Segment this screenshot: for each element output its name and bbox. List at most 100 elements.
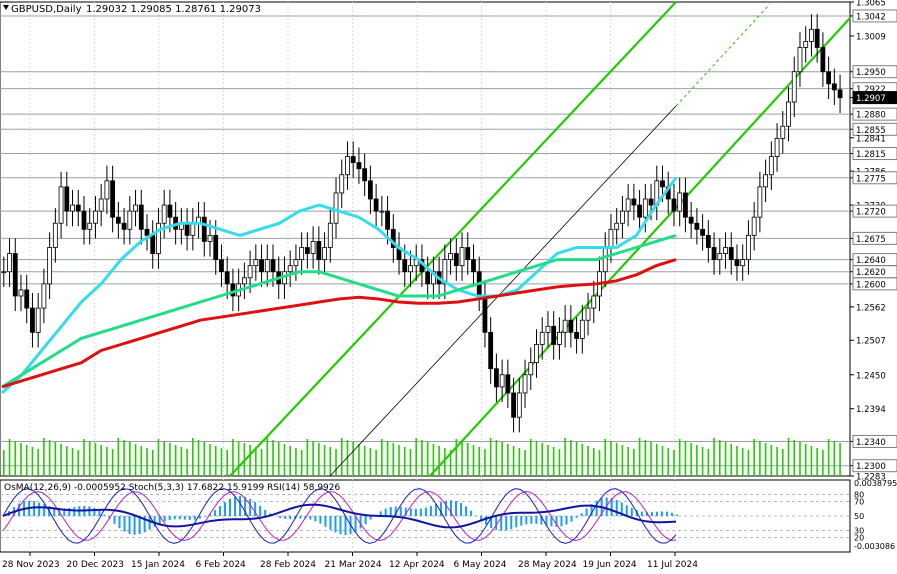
- candle-body: [386, 211, 390, 229]
- osma-bar: [289, 516, 291, 519]
- volume-bar: [140, 446, 142, 476]
- candle-body: [775, 138, 779, 156]
- osma-bar: [530, 516, 532, 524]
- volume-bar: [181, 447, 183, 476]
- x-tick-label: 21 Mar 2024: [325, 560, 382, 570]
- volume-bar: [610, 441, 612, 476]
- volume-bar: [839, 443, 841, 476]
- osma-bar: [324, 516, 326, 527]
- volume-bar: [427, 442, 429, 476]
- candle-body: [294, 260, 298, 266]
- volume-bar: [221, 448, 223, 476]
- osma-bar: [284, 516, 286, 519]
- osma-bar: [445, 501, 447, 516]
- candle-body: [672, 199, 676, 211]
- volume-bar: [364, 446, 366, 476]
- osma-bar: [390, 507, 392, 516]
- candle-body: [88, 223, 92, 229]
- candle-body: [260, 260, 264, 272]
- volume-bar: [748, 450, 750, 476]
- osma-bar: [586, 508, 588, 516]
- y-tick-label: 1.2841: [856, 134, 886, 144]
- y-tick-label: 1.3042: [856, 12, 886, 22]
- osma-bar: [299, 516, 301, 519]
- candle-body: [82, 211, 86, 229]
- candle-body: [586, 308, 590, 320]
- osma-bar: [329, 516, 331, 530]
- osma-bar: [98, 511, 100, 516]
- volume-bar: [192, 438, 194, 476]
- candle-body: [821, 47, 825, 71]
- osma-bar: [134, 516, 136, 535]
- volume-bar: [329, 447, 331, 476]
- candle-body: [36, 308, 40, 332]
- osma-bar: [571, 516, 573, 522]
- candle-body: [156, 223, 160, 253]
- candle-body: [105, 181, 109, 199]
- osma-bar: [184, 516, 186, 520]
- osma-bar: [671, 513, 673, 516]
- volume-bar: [278, 442, 280, 476]
- candle-body: [265, 260, 269, 272]
- candle-body: [758, 187, 762, 217]
- candle-body: [706, 235, 710, 247]
- candle-body: [328, 223, 332, 247]
- volume-bar: [26, 445, 28, 476]
- osma-bar: [365, 516, 367, 524]
- volume-bar: [507, 444, 509, 476]
- y-tick-label: 1.2675: [856, 235, 886, 245]
- candle-body: [30, 308, 34, 332]
- candle-body: [271, 260, 275, 272]
- volume-bar: [604, 439, 606, 476]
- volume-bar: [541, 443, 543, 476]
- volume-bar: [106, 447, 108, 476]
- volume-bar: [570, 440, 572, 476]
- candle-body: [334, 193, 338, 223]
- volume-bar: [730, 444, 732, 476]
- osma-bar: [425, 508, 427, 516]
- volume-bar: [307, 439, 309, 476]
- candle-body: [254, 260, 258, 266]
- candle-body: [151, 235, 155, 253]
- volume-bar: [547, 445, 549, 476]
- candle-body: [712, 247, 716, 259]
- candle-body: [99, 199, 103, 211]
- y-tick-label: 1.2450: [856, 371, 886, 381]
- volume-bar: [272, 440, 274, 476]
- osma-bar: [455, 501, 457, 516]
- volume-bar: [788, 438, 790, 476]
- x-tick-label: 28 Feb 2024: [260, 560, 316, 570]
- volume-bar: [576, 442, 578, 476]
- osma-bar: [234, 497, 236, 516]
- osma-bar: [581, 513, 583, 516]
- candle-body: [832, 84, 836, 90]
- osma-bar: [666, 512, 668, 516]
- volume-bar: [209, 444, 211, 476]
- volume-bar: [215, 446, 217, 476]
- osma-scale-label: -0.003086: [854, 542, 895, 551]
- osma-bar: [465, 506, 467, 516]
- candle-body: [460, 247, 464, 265]
- volume-bar: [118, 438, 120, 476]
- candle-body: [225, 272, 229, 284]
- osma-bar: [576, 516, 578, 518]
- candle-body: [185, 223, 189, 235]
- candle-body: [65, 187, 69, 211]
- candle-body: [683, 193, 687, 217]
- candle-body: [787, 102, 791, 126]
- volume-bar: [83, 439, 85, 476]
- osma-bar: [661, 511, 663, 516]
- candle-body: [368, 181, 372, 199]
- candle-body: [191, 223, 195, 235]
- candle-body: [724, 247, 728, 253]
- volume-bar: [352, 442, 354, 476]
- volume-bar: [392, 443, 394, 476]
- candle-body: [592, 296, 596, 308]
- volume-bar: [771, 445, 773, 476]
- osma-bar: [204, 516, 206, 517]
- osma-bar: [616, 500, 618, 516]
- osma-bar: [239, 496, 241, 516]
- osma-bar: [279, 516, 281, 518]
- osma-bar: [259, 506, 261, 516]
